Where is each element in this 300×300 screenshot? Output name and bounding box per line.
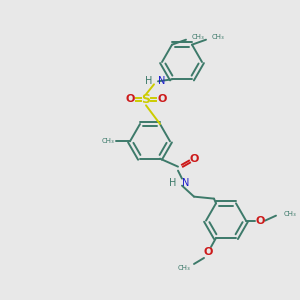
Text: N: N xyxy=(158,76,165,86)
Text: CH₃: CH₃ xyxy=(177,265,190,271)
Text: O: O xyxy=(189,154,199,164)
Text: O: O xyxy=(255,216,265,226)
Text: O: O xyxy=(125,94,135,104)
Text: CH₃: CH₃ xyxy=(101,138,114,144)
Text: N: N xyxy=(182,178,189,188)
Text: H: H xyxy=(169,178,176,188)
Text: CH₃: CH₃ xyxy=(284,211,297,217)
Text: CH₃: CH₃ xyxy=(192,34,205,40)
Text: S: S xyxy=(142,93,151,106)
Text: CH₃: CH₃ xyxy=(212,34,225,40)
Text: O: O xyxy=(157,94,167,104)
Text: H: H xyxy=(145,76,152,86)
Text: O: O xyxy=(203,247,213,257)
